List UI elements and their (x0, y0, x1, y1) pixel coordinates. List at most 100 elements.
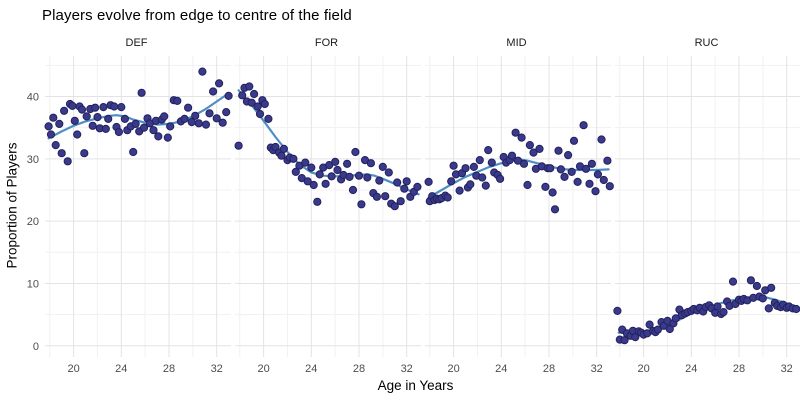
data-point (313, 197, 322, 206)
data-point (224, 91, 233, 101)
data-point (238, 91, 247, 100)
data-point (567, 167, 576, 176)
x-tick-label: 32 (781, 363, 793, 375)
data-point (247, 98, 256, 107)
x-tick-label: 32 (211, 363, 223, 375)
facet-strip-def: DEF (125, 37, 148, 49)
data-point (581, 164, 591, 173)
data-point (205, 109, 214, 118)
data-point (191, 111, 200, 120)
data-point (180, 114, 189, 124)
data-point (587, 159, 597, 168)
data-point (767, 283, 776, 292)
data-point (149, 126, 158, 135)
data-point (351, 147, 360, 157)
x-tick-label: 32 (401, 363, 413, 375)
data-point (201, 120, 211, 129)
data-point (93, 113, 102, 122)
facet-panel-mid: 20 24 28 32 (424, 56, 614, 375)
data-point (605, 182, 614, 191)
data-point (57, 149, 66, 158)
data-point (525, 141, 535, 150)
y-tick-label: 20 (27, 216, 39, 228)
data-point (728, 277, 738, 286)
x-tick-label: 20 (67, 363, 79, 375)
data-point (101, 124, 110, 133)
data-point (49, 113, 58, 122)
data-point (378, 162, 387, 171)
data-point (752, 281, 762, 291)
data-point (327, 172, 336, 181)
data-point (99, 103, 108, 112)
data-point (384, 168, 393, 177)
data-point (77, 105, 87, 114)
data-point (535, 144, 544, 153)
x-tick-label: 24 (115, 363, 127, 375)
data-point (307, 163, 316, 172)
data-point (746, 276, 756, 285)
data-point (51, 141, 60, 150)
data-point (381, 192, 390, 201)
data-point (166, 122, 175, 131)
data-point (593, 170, 603, 179)
data-point (129, 147, 138, 157)
data-point (331, 157, 340, 166)
data-point (73, 130, 82, 139)
data-point (212, 114, 221, 123)
facet-strip-for: FOR (314, 37, 339, 49)
data-point (70, 116, 79, 125)
x-tick-label: 20 (447, 363, 459, 375)
data-point (117, 103, 126, 112)
data-point (511, 128, 520, 137)
data-point (46, 130, 56, 139)
data-point (131, 119, 140, 129)
x-tick-label: 28 (163, 363, 175, 375)
data-point (303, 177, 312, 186)
data-point (645, 320, 654, 329)
data-point (137, 88, 146, 97)
facet-panel-ruc: 20 24 28 32 (613, 56, 800, 375)
data-point (719, 308, 728, 317)
data-point (82, 112, 91, 121)
data-point (443, 193, 452, 202)
data-point (481, 181, 490, 190)
data-point (523, 180, 532, 190)
y-tick-label: 10 (27, 278, 39, 290)
data-point (564, 151, 573, 160)
y-tick-label: 40 (27, 92, 39, 104)
y-axis-title: Proportion of Players (4, 142, 20, 269)
data-point (541, 182, 550, 191)
data-point (44, 122, 53, 131)
data-point (792, 304, 800, 314)
data-point (104, 114, 113, 124)
data-point (68, 101, 77, 111)
data-point (424, 177, 433, 186)
data-point (222, 108, 231, 117)
y-tick-label: 30 (27, 154, 39, 166)
data-point (573, 177, 582, 186)
data-point (478, 173, 487, 182)
data-point (271, 142, 280, 152)
x-tick-label: 20 (637, 363, 649, 375)
data-point (569, 136, 579, 145)
data-point (653, 325, 663, 334)
data-point (63, 157, 72, 166)
data-point (372, 192, 381, 201)
data-point (139, 123, 149, 132)
data-point (366, 159, 375, 168)
data-point (120, 114, 130, 124)
facet-strip-ruc: RUC (694, 37, 719, 49)
x-tick-label: 24 (685, 363, 697, 375)
data-point (315, 170, 324, 179)
data-point (110, 102, 119, 111)
data-point (484, 146, 493, 155)
data-point (393, 178, 402, 187)
data-point (354, 171, 364, 180)
data-point (585, 179, 594, 188)
data-point (88, 121, 97, 130)
data-point (91, 103, 100, 112)
data-point (375, 176, 384, 185)
x-tick-label: 28 (733, 363, 745, 375)
